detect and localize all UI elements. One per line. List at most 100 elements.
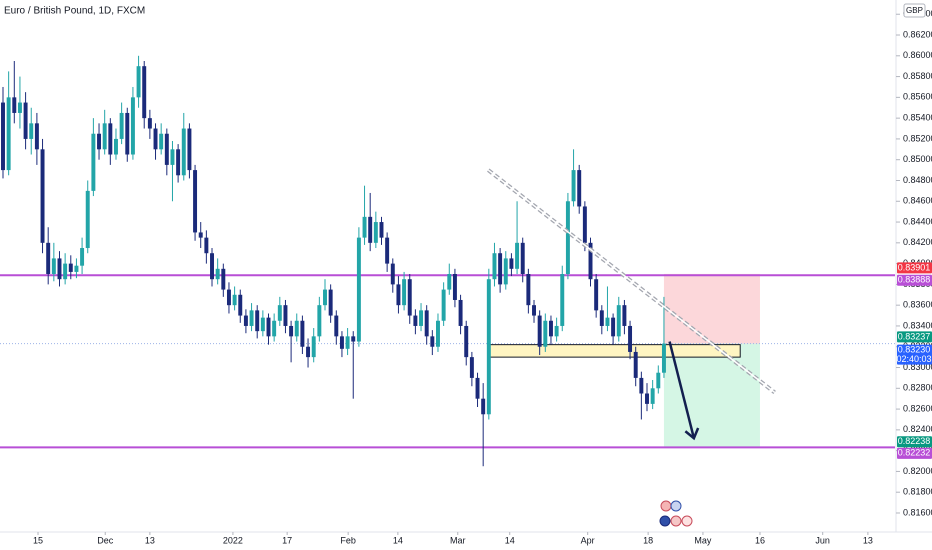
candle-body [108, 123, 113, 155]
arrow [668, 341, 696, 439]
candle-body [373, 222, 378, 243]
candle-body [226, 289, 231, 306]
currency-box[interactable] [903, 3, 926, 18]
x-tick-label: 13 [863, 535, 873, 545]
x-tick-label: Apr [581, 535, 595, 545]
candle-body [475, 377, 480, 399]
candle-body [537, 315, 542, 347]
candle-body [605, 317, 610, 326]
candle-body [51, 258, 56, 275]
icon[interactable] [660, 500, 672, 512]
candle-body [80, 248, 85, 266]
candle-body [40, 149, 45, 243]
price-tag-label: 0.83888 [898, 275, 931, 285]
candle-body [441, 289, 446, 321]
candle-body [633, 351, 638, 378]
candle-body [339, 336, 344, 349]
candle-body [125, 112, 130, 155]
candle-body [300, 320, 305, 347]
candle-body [198, 232, 203, 238]
candle-body [356, 237, 361, 342]
x-tick-label: 14 [393, 535, 403, 545]
candle-body [159, 133, 164, 150]
candle-body [560, 274, 565, 326]
candle-body [323, 289, 327, 306]
candle-body [147, 118, 152, 129]
candle-body [232, 294, 237, 306]
candle-body [661, 343, 666, 373]
candle-body [317, 305, 322, 337]
candle-body [588, 242, 593, 280]
candle-body [334, 315, 339, 337]
candle-body [532, 305, 536, 316]
candle-body [142, 66, 147, 119]
trendline-core [487, 169, 776, 394]
candle-body [515, 242, 520, 269]
candle-body [554, 325, 559, 337]
candle-body [526, 274, 531, 306]
price-tag-label: 0.83901 [898, 262, 931, 272]
candle-body [582, 206, 587, 243]
candle-body [571, 170, 576, 202]
candle-body [436, 320, 440, 347]
plot-area [0, 55, 895, 467]
candle-body [622, 305, 627, 326]
candle-body [283, 305, 288, 326]
icon[interactable] [670, 515, 682, 527]
arrow-head [684, 427, 700, 441]
indicator-icons[interactable] [659, 500, 693, 527]
candle-body [46, 242, 51, 275]
price-tag [897, 274, 932, 286]
candle-body [6, 97, 11, 171]
candle-body [390, 263, 395, 285]
candle-body [311, 336, 316, 358]
candle-body [645, 393, 649, 404]
x-tick-label: 17 [282, 535, 292, 545]
currency-label: GBP [906, 6, 923, 15]
price-tag [897, 344, 932, 365]
icon[interactable] [681, 515, 693, 527]
candle-body [249, 310, 254, 326]
x-tick-label: 13 [145, 535, 155, 545]
icon[interactable] [670, 500, 682, 512]
candle-body [210, 253, 214, 280]
candle-body [396, 284, 401, 306]
candle-body [153, 128, 158, 150]
candle-body [413, 315, 418, 326]
price-tag-label: 0.82238 [898, 436, 931, 446]
candle-body [492, 253, 497, 280]
candle-body [57, 258, 62, 280]
candle-body [611, 317, 616, 337]
price-tag-label: 0.83230 [898, 344, 931, 354]
candle-body [23, 102, 28, 139]
candle-body [616, 305, 621, 337]
candle-body [469, 357, 474, 378]
target-zone [663, 343, 760, 447]
candle-body [130, 97, 135, 155]
price-tag [897, 436, 932, 448]
candle-body [97, 133, 102, 150]
x-tick-label: 2022 [223, 535, 243, 545]
candle-body [119, 112, 124, 139]
x-tick-label: Mar [450, 535, 466, 545]
candle-body [402, 279, 407, 306]
candle-body [464, 325, 469, 358]
icon[interactable] [659, 515, 671, 527]
candle-body [294, 320, 299, 337]
candle-body [221, 268, 226, 290]
price-axis: 0.816000.818000.820000.822000.824000.826… [896, 9, 932, 517]
candle-body [176, 149, 181, 176]
